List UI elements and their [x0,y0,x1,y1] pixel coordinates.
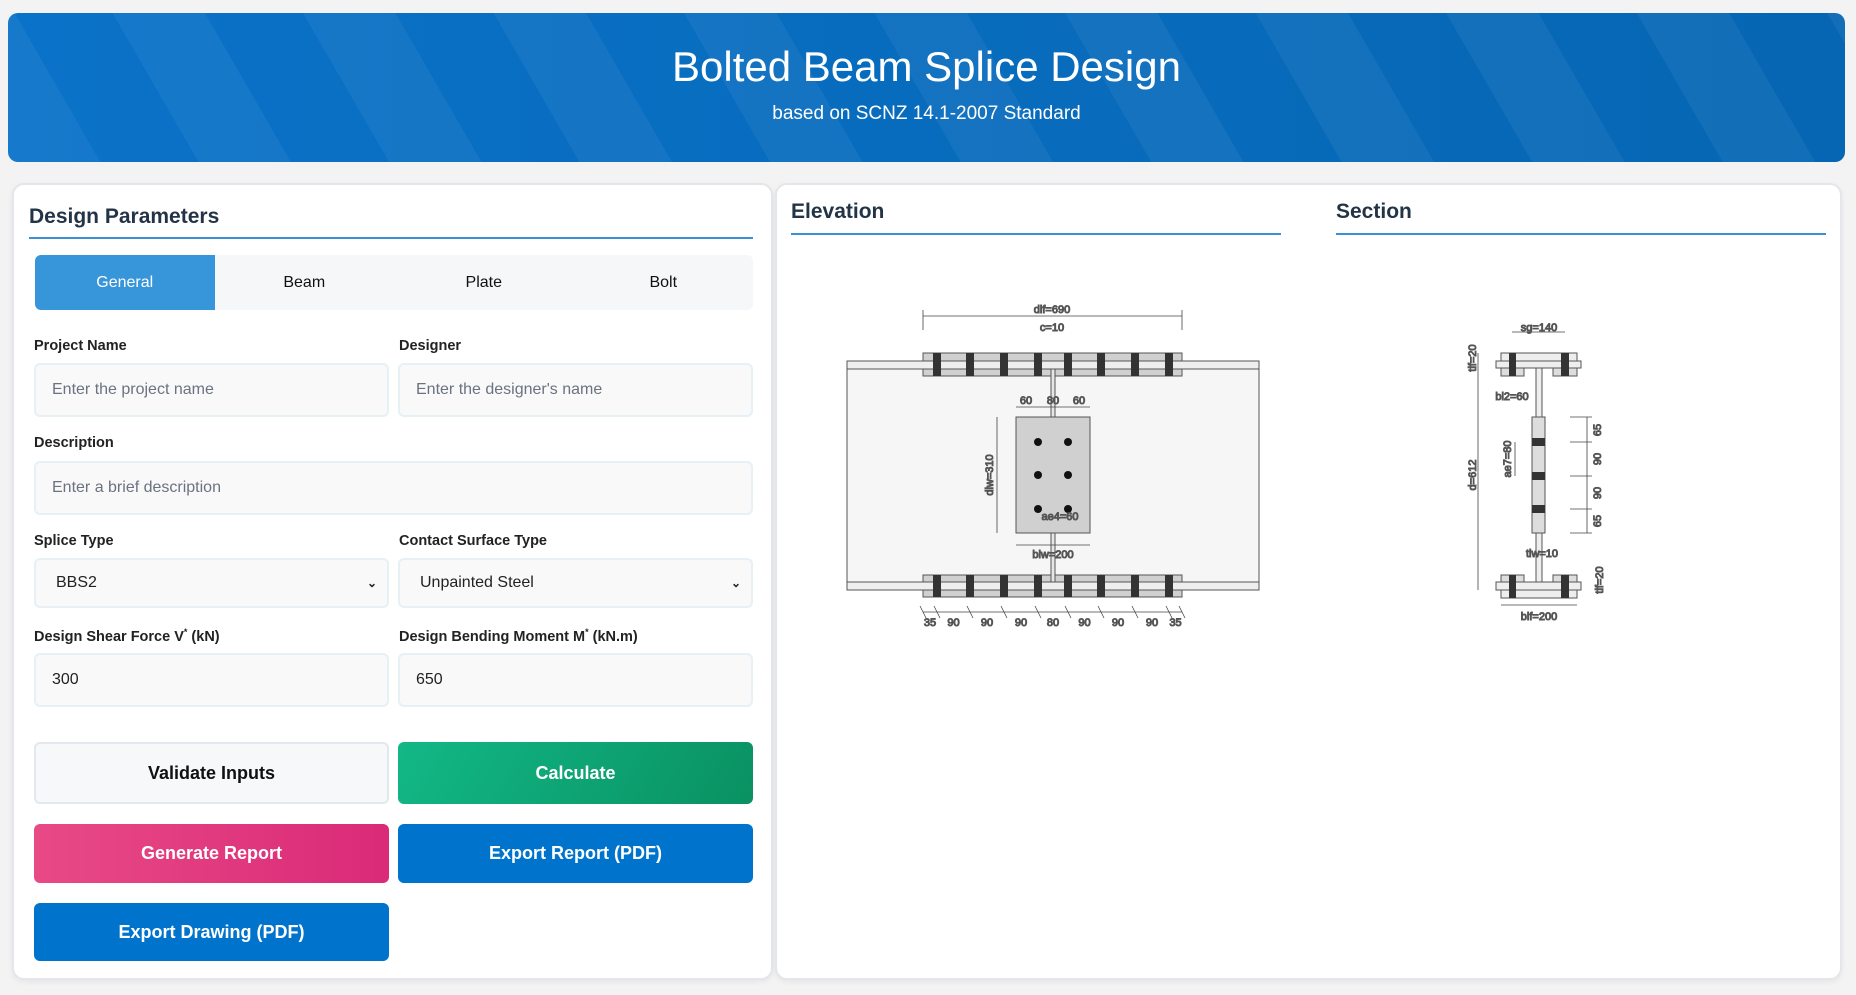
dim-tiw: tiw=10 [1526,548,1558,560]
section-underline [1336,233,1826,235]
flange-bolt [1097,575,1105,597]
dim-ae4: ae4=60 [1041,511,1078,523]
flange-bolt [1131,353,1139,376]
app-subtitle: based on SCNZ 14.1-2007 Standard [772,103,1081,124]
dim-bi2: bi2=60 [1495,391,1528,403]
web-bolt [1064,471,1072,479]
dim-top-2: 80 [1047,395,1059,407]
flange-bolt [1165,575,1173,597]
project-name-label: Project Name [34,338,127,354]
flange-bolt [1000,575,1008,597]
tab-general[interactable]: General [35,255,215,310]
dim-bottom: 90 [947,617,959,629]
description-input[interactable]: Enter a brief description [34,461,753,515]
chevron-down-icon: ⌄ [730,576,741,590]
dim-web-4: 65 [1592,515,1604,527]
flange-bolt [1165,353,1173,376]
contact-surface-value: Unpainted Steel [420,574,534,591]
design-parameters-panel: Design Parameters General Beam Plate Bol… [12,183,773,980]
dim-sg: sg=140 [1521,322,1557,334]
splice-type-select[interactable]: BBS2 ⌄ [34,558,389,608]
validate-inputs-button[interactable]: Validate Inputs [34,742,389,804]
web-bolt [1064,438,1072,446]
dim-tif-bottom: tif=20 [1594,566,1606,593]
dim-dif: dif=690 [1034,304,1070,316]
dim-d: d=612 [1467,460,1479,491]
dim-ae7: ae7=80 [1502,440,1514,477]
dim-bottom: 90 [981,617,993,629]
flange-bolt [966,575,974,597]
panel-title: Design Parameters [29,205,220,228]
web-bolt [1034,471,1042,479]
app-title: Bolted Beam Splice Design [672,43,1181,90]
flange-bolt [1034,575,1042,597]
bending-moment-input[interactable]: 650 [398,653,753,707]
tab-bolt[interactable]: Bolt [649,273,678,291]
contact-surface-select[interactable]: Unpainted Steel ⌄ [398,558,753,608]
dim-top-1: 60 [1020,395,1032,407]
dim-c: c=10 [1040,322,1064,334]
flange-bolt [933,575,941,597]
export-drawing-button[interactable]: Export Drawing (PDF) [34,903,389,961]
title-underline [29,237,753,239]
bending-moment-label: Design Bending Moment M* (kN.m) [399,627,638,645]
section-drawing: sg=140 tif=20 bi2=60 d=612 ae7=80 65 90 … [1467,322,1607,624]
dim-bottom: 90 [1078,617,1090,629]
splice-type-label: Splice Type [34,533,114,549]
flange-bolt [1064,353,1072,376]
dim-bottom: 90 [1146,617,1158,629]
dim-bottom: 80 [1047,617,1059,629]
project-name-input[interactable]: Enter the project name [34,363,389,417]
tab-beam[interactable]: Beam [283,273,326,291]
flange-bolt [1131,575,1139,597]
shear-force-label: Design Shear Force V* (kN) [34,627,220,645]
description-label: Description [34,435,114,451]
dim-bottom: 35 [924,617,936,629]
web-bolt [1034,505,1042,513]
dim-web-1: 65 [1592,424,1604,436]
dim-top-3: 60 [1073,395,1085,407]
export-report-button[interactable]: Export Report (PDF) [398,824,753,883]
dim-diw: diw=310 [984,454,996,495]
app-header: Bolted Beam Splice Design based on SCNZ … [8,13,1845,162]
dim-web-3: 90 [1592,487,1604,499]
contact-surface-label: Contact Surface Type [399,533,547,549]
dim-bif: bif=200 [1521,611,1557,623]
chevron-down-icon: ⌄ [366,576,377,590]
dim-bottom: 35 [1169,617,1181,629]
shear-force-input[interactable]: 300 [34,653,389,707]
elevation-drawing: dif=690 c=10 60 80 60 diw=310 biw=200 ae… [846,304,1260,630]
web-bolt [1034,438,1042,446]
dim-bottom: 90 [1112,617,1124,629]
calculate-button[interactable]: Calculate [398,742,753,804]
flange-bolt [1064,575,1072,597]
flange-bolt [1000,353,1008,376]
dim-web-2: 90 [1592,453,1604,465]
section-title: Section [1336,200,1412,223]
designer-input[interactable]: Enter the designer's name [398,363,753,417]
elevation-underline [791,233,1281,235]
flange-bolt [1034,353,1042,376]
dim-biw: biw=200 [1032,549,1073,561]
flange-bolt [1097,353,1105,376]
tab-plate[interactable]: Plate [465,273,502,291]
designer-label: Designer [399,338,462,354]
dim-tif-top: tif=20 [1467,344,1479,371]
web-bolt [1064,505,1072,513]
flange-bolt [933,353,941,376]
flange-bolt [966,353,974,376]
tab-bar: General Beam Plate Bolt [35,255,753,310]
elevation-title: Elevation [791,200,885,223]
dim-bottom: 90 [1015,617,1027,629]
generate-report-button[interactable]: Generate Report [34,824,389,883]
splice-type-value: BBS2 [56,574,97,591]
